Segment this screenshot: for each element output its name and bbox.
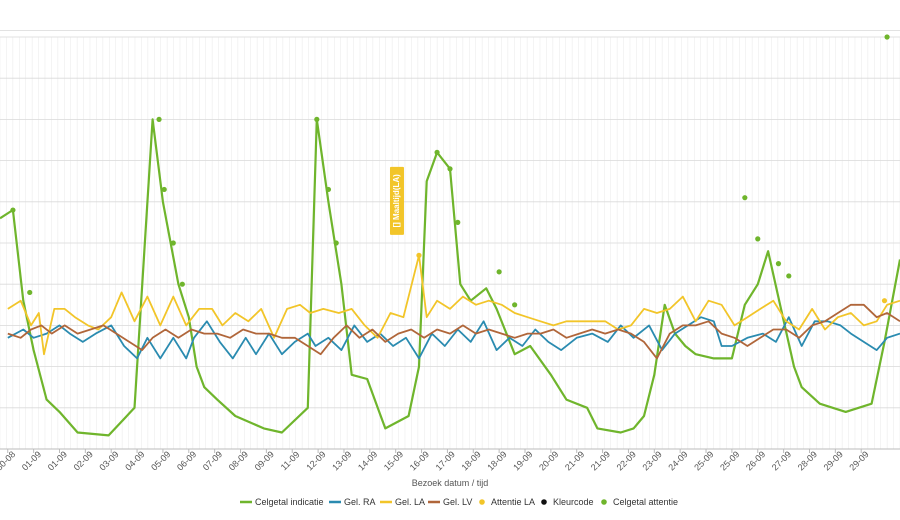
- x-tick-label: 21-09: [589, 449, 612, 472]
- x-tick-label: 12-09: [304, 449, 327, 472]
- series-marker-6[interactable]: [755, 236, 761, 242]
- legend-symbol-marker[interactable]: [541, 499, 547, 505]
- series-marker-6[interactable]: [179, 281, 185, 287]
- annotation-label: [] Maaltijd(LA): [392, 174, 401, 228]
- x-tick-label: 02-09: [72, 449, 95, 472]
- x-tick-label: 24-09: [666, 449, 689, 472]
- x-tick-label: 25-09: [692, 449, 715, 472]
- top-bar: [0, 0, 900, 31]
- x-tick-label: 28-09: [796, 449, 819, 472]
- x-tick-label: 18-09: [459, 449, 482, 472]
- x-tick-label: 25-09: [718, 449, 741, 472]
- x-tick-label: 23-09: [641, 449, 664, 472]
- series-marker-6[interactable]: [156, 116, 162, 122]
- x-tick-label: 26-09: [744, 449, 767, 472]
- x-tick-label: 01-09: [46, 449, 69, 472]
- series-line-2: [7, 254, 900, 356]
- chart-legend: Celgetal indicatie Gel. RA Gel. LA Gel. LV A…: [240, 497, 678, 507]
- series-marker-6[interactable]: [10, 207, 16, 213]
- series-marker-6[interactable]: [512, 302, 518, 308]
- x-tick-label: 19-09: [511, 449, 534, 472]
- chart-markers: [10, 34, 890, 308]
- legend-label[interactable]: Celgetal attentie: [613, 497, 678, 507]
- x-axis-title: Bezoek datum / tijd: [412, 478, 489, 488]
- annotation-box: [389, 166, 404, 235]
- x-tick-label: 09-09: [253, 449, 276, 472]
- series-marker-6[interactable]: [161, 186, 167, 193]
- series-marker-4[interactable]: [416, 252, 422, 258]
- x-tick-label: 07-09: [201, 449, 224, 472]
- series-marker-6[interactable]: [170, 240, 176, 246]
- x-tick-label: 04-09: [123, 449, 146, 472]
- legend-label[interactable]: Gel. RA: [344, 497, 376, 507]
- x-tick-label: 01-09: [20, 449, 43, 472]
- x-tick-label: 06-09: [175, 449, 198, 472]
- x-tick-label: 30-08: [0, 449, 17, 472]
- annotation-maaltijd: [] Maaltijd(LA): [389, 166, 404, 235]
- x-tick-label: 05-09: [149, 449, 172, 472]
- series-marker-6[interactable]: [496, 269, 502, 275]
- series-marker-6[interactable]: [786, 273, 792, 279]
- x-tick-label: 14-09: [356, 449, 379, 472]
- series-marker-6[interactable]: [447, 166, 453, 172]
- series-line-1: [7, 316, 900, 360]
- series-marker-6[interactable]: [434, 149, 440, 155]
- series-marker-6[interactable]: [333, 240, 339, 246]
- legend-label[interactable]: Gel. LV: [443, 497, 472, 507]
- legend-label[interactable]: Celgetal indicatie: [255, 497, 324, 507]
- series-line-0: [0, 118, 900, 437]
- series-marker-6[interactable]: [325, 186, 332, 193]
- legend-symbol-marker[interactable]: [479, 499, 485, 505]
- series-marker-6[interactable]: [27, 289, 33, 296]
- x-tick-label: 21-09: [563, 449, 586, 472]
- legend-label[interactable]: Attentie LA: [491, 497, 535, 507]
- chart-lines: [0, 118, 900, 437]
- x-axis-ticks: 30-08 01-09 01-09 02-09 03-09 04-09 05-09 06-09…: [0, 449, 871, 473]
- chart-grid: [0, 36, 900, 450]
- legend-label[interactable]: Gel. LA: [395, 497, 425, 507]
- series-marker-6[interactable]: [884, 34, 890, 40]
- x-tick-label: 27-09: [770, 449, 793, 472]
- x-tick-label: 03-09: [97, 449, 120, 472]
- x-tick-label: 11-09: [279, 449, 302, 472]
- x-tick-label: 29-09: [847, 449, 870, 472]
- x-tick-label: 13-09: [330, 449, 353, 472]
- series-marker-6[interactable]: [455, 219, 461, 225]
- x-tick-label: 18-09: [485, 449, 508, 472]
- series-marker-4[interactable]: [881, 298, 888, 304]
- x-tick-label: 17-09: [434, 449, 457, 472]
- x-tick-label: 22-09: [615, 449, 638, 472]
- legend-symbol-marker[interactable]: [601, 499, 607, 505]
- x-tick-label: 15-09: [382, 449, 405, 472]
- x-tick-label: 08-09: [227, 449, 250, 472]
- series-marker-6[interactable]: [742, 195, 748, 201]
- series-marker-6[interactable]: [775, 261, 782, 267]
- x-tick-label: 16-09: [408, 449, 431, 472]
- x-tick-label: 20-09: [537, 449, 560, 472]
- series-line-3: [7, 303, 900, 360]
- x-tick-label: 29-09: [822, 449, 845, 472]
- legend-label[interactable]: Kleurcode: [553, 497, 594, 507]
- series-marker-6[interactable]: [314, 116, 320, 122]
